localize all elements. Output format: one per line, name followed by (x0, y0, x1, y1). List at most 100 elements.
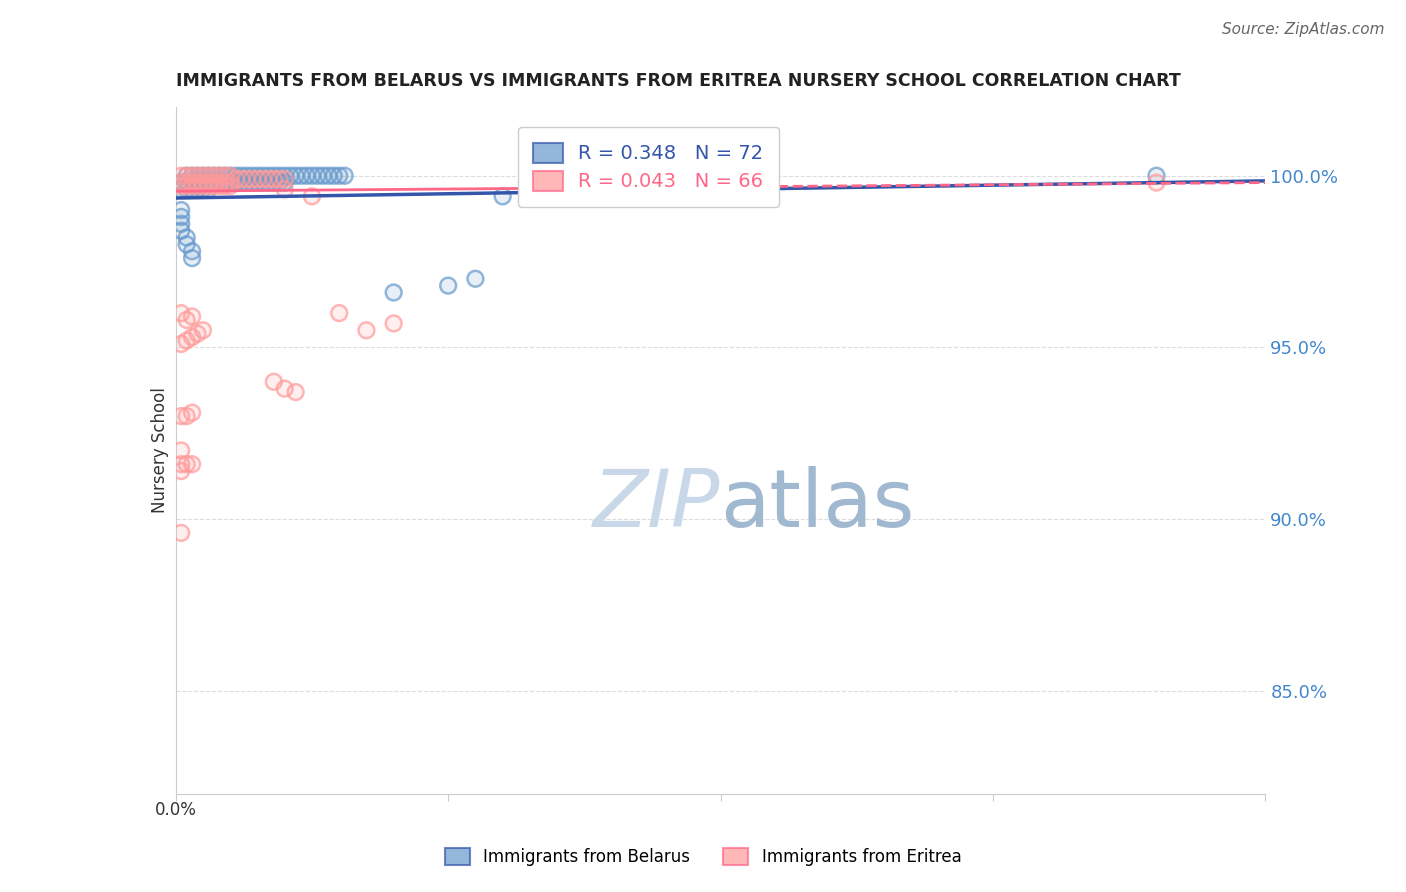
Point (274, 382, 297, 396)
Point (269, 172, 291, 186)
Point (197, 182, 219, 196)
Point (278, 169, 301, 183)
Point (181, 251, 204, 265)
Point (181, 330, 204, 344)
Point (197, 176, 219, 190)
Point (170, 176, 193, 190)
Point (176, 169, 198, 183)
Point (208, 176, 231, 190)
Point (225, 169, 247, 183)
Point (274, 382, 297, 396)
Point (214, 176, 236, 190)
Point (191, 182, 214, 196)
Point (437, 278, 460, 293)
Point (170, 217, 193, 231)
Point (170, 176, 193, 190)
Point (1144, 169, 1167, 183)
Point (197, 179, 219, 194)
Point (235, 172, 257, 186)
Point (214, 169, 236, 183)
Point (208, 169, 231, 183)
Point (284, 169, 307, 183)
Point (240, 176, 263, 190)
Point (176, 169, 198, 183)
Point (181, 182, 204, 196)
Point (176, 176, 198, 190)
Point (191, 182, 214, 196)
Point (328, 306, 350, 320)
Point (176, 176, 198, 190)
Point (600, 189, 623, 203)
Point (307, 169, 329, 183)
Point (176, 179, 198, 194)
Point (246, 169, 269, 183)
Point (655, 189, 678, 203)
Point (176, 237, 198, 252)
Point (170, 202, 193, 217)
Point (181, 182, 204, 196)
Point (252, 169, 274, 183)
Point (197, 169, 219, 183)
Point (328, 306, 350, 320)
Point (186, 179, 209, 194)
Point (186, 176, 209, 190)
Point (214, 179, 236, 194)
Point (269, 169, 291, 183)
Point (546, 189, 568, 203)
Point (214, 169, 236, 183)
Point (191, 169, 214, 183)
Point (219, 176, 242, 190)
Point (225, 172, 247, 186)
Point (219, 179, 242, 194)
Point (312, 169, 335, 183)
Point (312, 169, 335, 183)
Point (181, 176, 204, 190)
Point (263, 176, 285, 190)
Point (235, 172, 257, 186)
Point (202, 169, 225, 183)
Point (214, 176, 236, 190)
Point (181, 244, 204, 259)
Point (170, 409, 193, 423)
Point (197, 169, 219, 183)
Point (307, 169, 329, 183)
Point (274, 176, 297, 190)
Point (219, 169, 242, 183)
Point (263, 172, 285, 186)
Point (492, 189, 515, 203)
Point (284, 169, 307, 183)
Point (176, 334, 198, 348)
Point (257, 176, 280, 190)
Legend: R = 0.348   N = 72, R = 0.043   N = 66: R = 0.348 N = 72, R = 0.043 N = 66 (517, 127, 779, 207)
Point (176, 169, 198, 183)
Point (176, 409, 198, 423)
Point (301, 189, 323, 203)
Point (231, 169, 253, 183)
Point (208, 176, 231, 190)
Point (269, 169, 291, 183)
Point (219, 176, 242, 190)
Point (186, 326, 209, 341)
Point (202, 179, 225, 194)
Point (295, 169, 318, 183)
Point (181, 169, 204, 183)
Point (382, 285, 405, 300)
Y-axis label: Nursery School: Nursery School (150, 387, 169, 514)
Point (191, 176, 214, 190)
Point (219, 169, 242, 183)
Text: atlas: atlas (721, 467, 915, 544)
Point (231, 176, 253, 190)
Point (219, 179, 242, 194)
Point (257, 169, 280, 183)
Point (382, 317, 405, 331)
Point (191, 176, 214, 190)
Point (225, 172, 247, 186)
Point (274, 172, 297, 186)
Point (181, 251, 204, 265)
Point (252, 176, 274, 190)
Point (170, 443, 193, 458)
Point (176, 230, 198, 244)
Point (1144, 169, 1167, 183)
Point (181, 310, 204, 324)
Point (356, 323, 378, 337)
